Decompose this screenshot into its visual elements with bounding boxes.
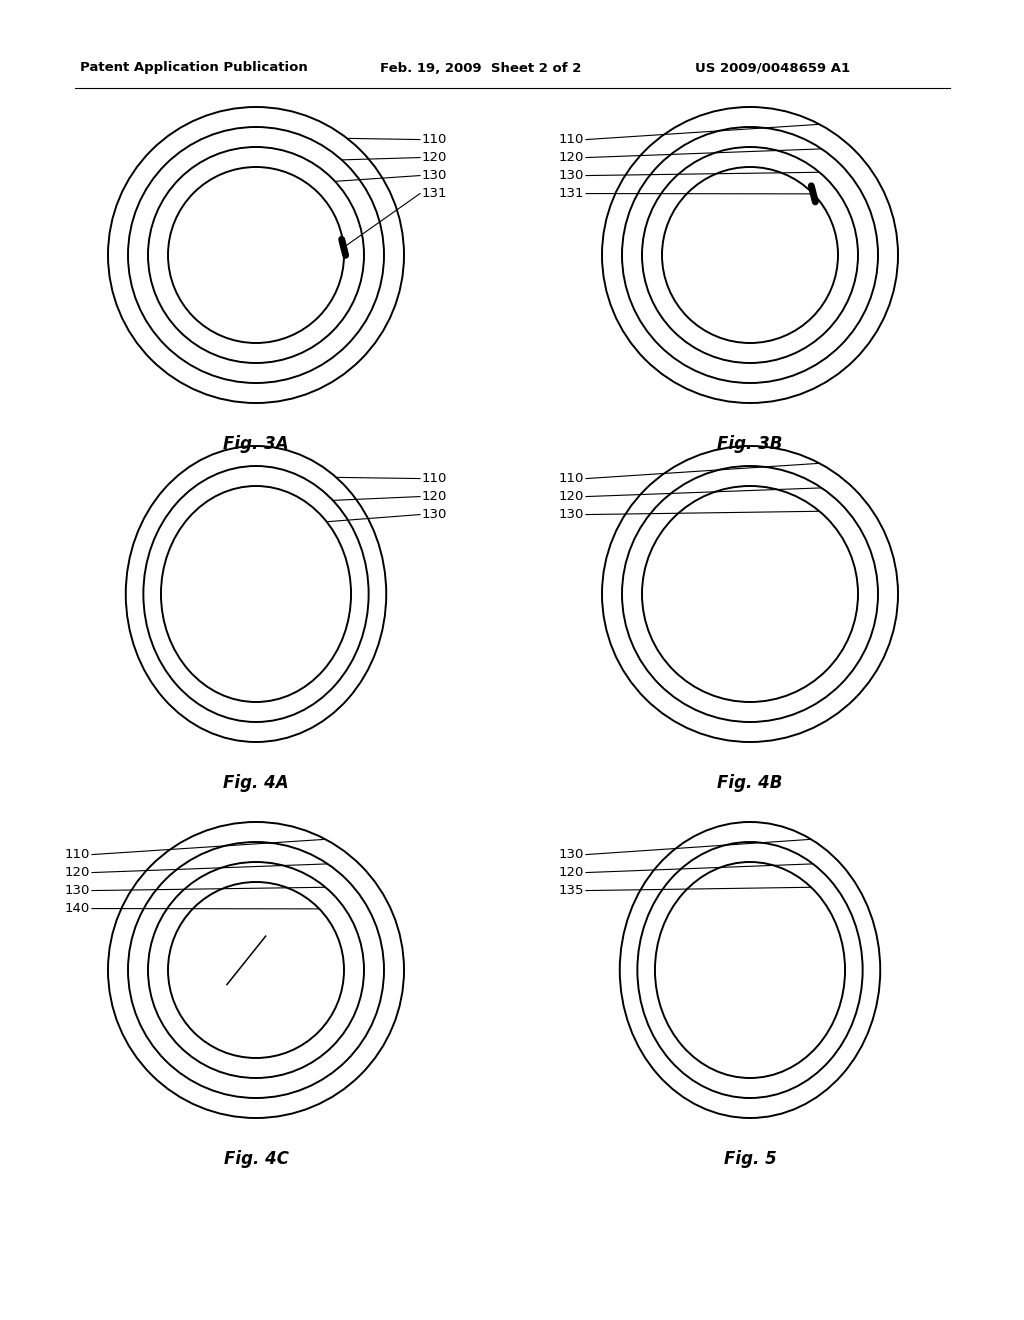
- Text: Fig. 4B: Fig. 4B: [718, 774, 782, 792]
- Text: 120: 120: [65, 866, 90, 879]
- Text: 130: 130: [559, 169, 584, 182]
- Text: 110: 110: [65, 847, 90, 861]
- Text: 131: 131: [422, 187, 447, 201]
- Text: 120: 120: [559, 866, 584, 879]
- Text: 120: 120: [422, 490, 447, 503]
- Text: 120: 120: [422, 150, 447, 164]
- Text: Fig. 4A: Fig. 4A: [223, 774, 289, 792]
- Text: 110: 110: [559, 133, 584, 147]
- Text: Fig. 3A: Fig. 3A: [223, 436, 289, 453]
- Text: Feb. 19, 2009  Sheet 2 of 2: Feb. 19, 2009 Sheet 2 of 2: [380, 62, 582, 74]
- Text: 110: 110: [422, 133, 447, 147]
- Text: 110: 110: [422, 473, 447, 484]
- Text: 130: 130: [559, 508, 584, 521]
- Text: 131: 131: [558, 187, 584, 201]
- Text: 140: 140: [65, 902, 90, 915]
- Text: 130: 130: [422, 169, 447, 182]
- Text: 110: 110: [559, 473, 584, 484]
- Text: Fig. 4C: Fig. 4C: [223, 1150, 289, 1168]
- Text: 130: 130: [65, 884, 90, 898]
- Text: 120: 120: [559, 490, 584, 503]
- Text: Fig. 5: Fig. 5: [724, 1150, 776, 1168]
- Text: 120: 120: [559, 150, 584, 164]
- Text: Fig. 3B: Fig. 3B: [718, 436, 782, 453]
- Text: 135: 135: [558, 884, 584, 898]
- Text: 130: 130: [422, 508, 447, 521]
- Text: US 2009/0048659 A1: US 2009/0048659 A1: [695, 62, 850, 74]
- Text: Patent Application Publication: Patent Application Publication: [80, 62, 308, 74]
- Text: 130: 130: [559, 847, 584, 861]
